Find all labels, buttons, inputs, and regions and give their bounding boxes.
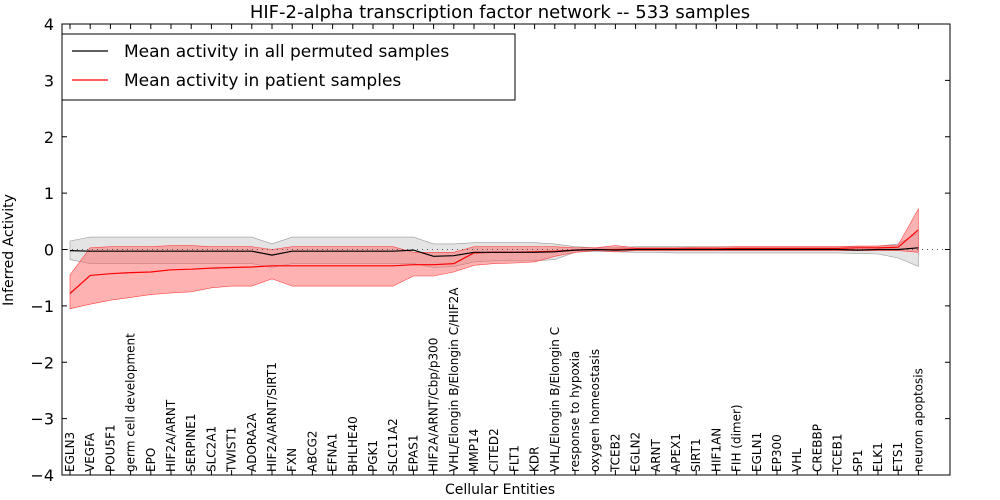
x-tick-label: CREBBP [810,424,824,472]
x-tick-label: FIH (dimer) [730,404,744,472]
x-tick-label: ETS1 [891,442,905,472]
legend-label-patient: Mean activity in patient samples [124,71,401,91]
x-tick-label: HIF1AN [709,428,723,472]
x-tick-label: BHLHE40 [346,416,360,472]
x-tick-label: VHL/Elongin B/Elongin C/HIF2A [447,287,461,472]
x-tick-label: TCEB1 [831,434,845,473]
x-tick-label: EPO [144,448,158,472]
x-tick-label: VHL/Elongin B/Elongin C [548,327,562,472]
x-tick-label: CITED2 [487,428,501,472]
y-tick-label: 4 [44,15,54,34]
x-tick-label: SLC11A2 [386,418,400,472]
y-tick-label: 0 [44,241,54,260]
y-axis-label: Inferred Activity [1,194,17,306]
x-tick-label: SERPINE1 [184,413,198,472]
x-tick-label: VHL [790,448,804,472]
x-tick-label: TWIST1 [225,427,239,473]
x-tick-label: HIF2A/ARNT/SIRT1 [265,362,279,472]
x-tick-label: ARNT [649,438,663,472]
x-tick-label: VEGFA [83,432,97,472]
y-tick-label: −1 [30,297,54,316]
y-tick-label: 2 [44,128,54,147]
x-tick-label: germ cell development [124,333,138,472]
y-tick-label: −4 [30,466,54,485]
chart-title: HIF-2-alpha transcription factor network… [250,2,750,23]
x-tick-label: SIRT1 [689,438,703,472]
y-tick-label: 3 [44,71,54,90]
x-tick-label: PGK1 [366,440,380,472]
x-tick-label: HIF2A/ARNT [164,399,178,472]
x-tick-label: HIF2A/ARNT/Cbp/p300 [427,338,441,472]
band-patient [69,207,919,310]
x-tick-label: ABCG2 [305,430,319,472]
x-tick-label: KDR [528,447,542,472]
x-tick-label: EGLN2 [629,432,643,472]
x-tick-label: MMP14 [467,429,481,472]
x-tick-label: EPAS1 [406,434,420,472]
x-tick-label: FLT1 [507,445,521,472]
y-tick-label: −3 [30,410,54,429]
x-tick-label: EFNA1 [326,433,340,472]
y-tick-label: −2 [30,353,54,372]
x-tick-label: SLC2A1 [204,426,218,472]
x-tick-label: EGLN1 [750,432,764,472]
x-tick-label: FXN [285,448,299,472]
x-tick-label: neuron apoptosis [911,368,925,472]
x-axis-label: Cellular Entities [445,482,555,498]
x-tick-label: APEX1 [669,433,683,472]
x-tick-label: response to hypoxia [568,351,582,472]
legend-box [61,33,516,101]
x-tick-label: ELK1 [871,442,885,472]
x-tick-label: TCEB2 [608,434,622,473]
x-tick-label: EP300 [770,434,784,472]
x-tick-label: POU5F1 [103,424,117,472]
x-tick-label: ADORA2A [245,412,259,472]
x-tick-label: SP1 [851,450,865,473]
legend: Mean activity in all permuted samples Me… [61,33,516,101]
y-tick-label: 1 [44,184,54,203]
x-tick-label: oxygen homeostasis [588,349,602,472]
series-line-permuted [69,247,919,257]
x-tick-label: EGLN3 [63,432,77,472]
legend-label-permuted: Mean activity in all permuted samples [124,42,449,62]
